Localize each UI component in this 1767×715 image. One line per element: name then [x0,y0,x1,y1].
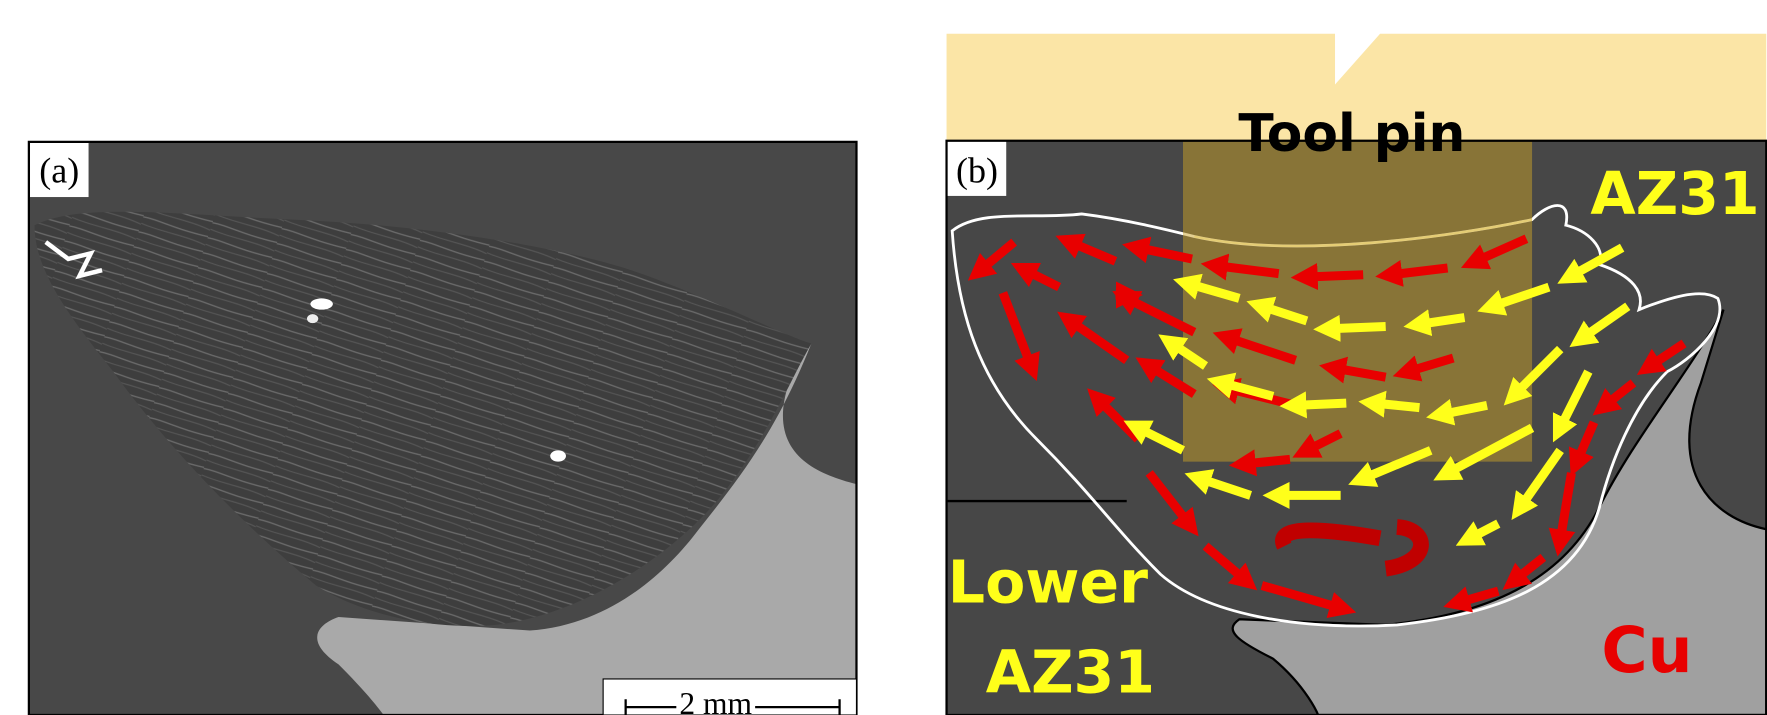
scale-bar-label: 2 mm [679,686,752,715]
tool-label: Tool pin [1238,104,1465,164]
flow-arrow [1296,403,1347,405]
panel-a [29,142,857,715]
az31-label: AZ31 [1590,160,1759,228]
figure: (a) 2 mm (b) Tool pin AZ31 Lower AZ31 Cu [0,0,1767,715]
flow-arrow [1374,403,1419,408]
particle [310,298,333,309]
page: {"panel_a": {"label": "(a)", "scale_bar"… [0,0,1767,715]
flow-arrow [1329,327,1385,329]
panel-label: (b) [956,150,998,190]
lower-label: AZ31 [986,638,1155,706]
particle [307,314,318,323]
panel-label: (a) [39,150,79,190]
lower-label: Lower [948,548,1148,616]
flow-arrow [1245,459,1290,464]
particle [550,450,566,461]
flow-arrow [1307,275,1363,277]
cu-label: Cu [1601,613,1692,687]
